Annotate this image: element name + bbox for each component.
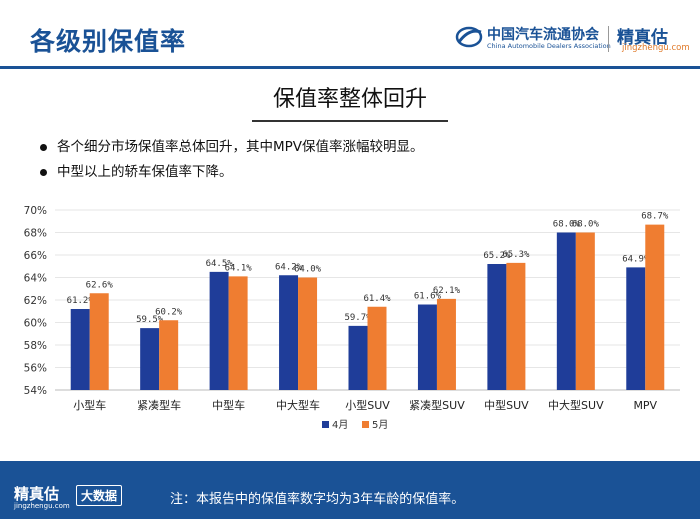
footer-brand-name: 精真估 [14, 485, 60, 503]
data-label: 62.6% [86, 280, 114, 290]
bar-april [209, 271, 229, 390]
footer-note: 注：本报告中的保值率数字均为3年车龄的保值率。 [170, 492, 465, 507]
x-tick-label: 小型车 [73, 398, 106, 412]
footer-tag: 大数据 [76, 485, 123, 506]
association-logo-icon [455, 26, 483, 48]
bar-chart: 54% 56% 58% 60% 62% 64% 66% 68% 70% 61.2% 62.6% 小型车… [24, 205, 680, 431]
bar-april [140, 328, 160, 390]
data-label: 64.9% [622, 254, 650, 264]
bullet-text: 各个细分市场保值率总体回升，其中MPV保值率涨幅较明显。 [57, 139, 424, 155]
association-name-cn: 中国汽车流通协会 [487, 27, 599, 43]
bar-may [367, 306, 387, 390]
legend-label: 5月 [372, 419, 388, 431]
legend-swatch [322, 421, 329, 428]
y-tick-label: 58% [24, 340, 47, 352]
brand-site: jingzhengu.com [622, 43, 690, 53]
data-label: 65.2% [483, 251, 511, 261]
data-label: 59.5% [136, 315, 164, 325]
x-tick-label: 紧凑型车 [137, 398, 181, 412]
bar-april [626, 267, 646, 390]
bullet-dot-icon [40, 143, 47, 151]
data-label: 61.4% [363, 294, 391, 304]
logo-divider [608, 26, 609, 52]
title-divider [0, 66, 700, 69]
data-label: 61.6% [414, 292, 442, 302]
data-label: 61.2% [67, 296, 95, 306]
data-label: 59.7% [344, 313, 372, 323]
bar-may [298, 277, 318, 390]
bar-april [70, 309, 90, 390]
brand-name: 精真估 [617, 28, 668, 48]
y-tick-label: 64% [24, 273, 47, 285]
y-tick-label: 62% [24, 295, 47, 307]
data-label: 62.1% [433, 286, 461, 296]
bullet-text: 中型以上的轿车保值率下降。 [57, 164, 233, 180]
data-label: 64.2% [275, 262, 303, 272]
y-tick-label: 56% [24, 363, 47, 375]
x-tick-label: 小型SUV [345, 398, 390, 412]
x-tick-label: 紧凑型SUV [409, 398, 465, 412]
bar-april [417, 304, 437, 390]
page-title: 各级别保值率 [30, 27, 187, 56]
y-tick-label: 54% [24, 385, 47, 397]
x-tick-label: 中型车 [212, 398, 245, 412]
footer-brand-site: jingzhengu.com [14, 502, 70, 510]
legend-swatch [362, 421, 369, 428]
association-name-en: China Automobile Dealers Association [487, 42, 611, 50]
bullet-dot-icon [40, 168, 47, 176]
bar-may [645, 224, 665, 390]
data-label: 65.3% [502, 250, 530, 260]
bar-may [159, 320, 179, 390]
x-tick-label: 中型SUV [484, 398, 529, 412]
y-tick-label: 66% [24, 250, 47, 262]
y-tick-label: 68% [24, 228, 47, 240]
legend-label: 4月 [332, 419, 348, 431]
bar-april [279, 275, 299, 390]
data-label: 64.5% [206, 259, 234, 269]
bar-may [89, 293, 109, 390]
x-tick-label: MPV [633, 399, 657, 412]
bar-may [436, 298, 456, 390]
bullet-item: 各个细分市场保值率总体回升，其中MPV保值率涨幅较明显。 [40, 135, 424, 155]
footer-bar: 精真估 jingzhengu.com 大数据 注：本报告中的保值率数字均为3年车… [0, 461, 700, 519]
y-tick-label: 60% [24, 318, 47, 330]
data-label: 68.0% [553, 220, 581, 230]
bullet-item: 中型以上的轿车保值率下降。 [40, 160, 233, 180]
headline-underline [252, 120, 448, 122]
bar-may [506, 262, 526, 390]
headline: 保值率整体回升 [272, 87, 427, 112]
data-label: 68.0% [572, 220, 600, 230]
x-tick-label: 中大型车 [276, 398, 320, 412]
bar-april [556, 232, 576, 390]
data-label: 60.2% [155, 307, 183, 317]
bar-may [228, 276, 248, 390]
y-tick-label: 70% [24, 205, 47, 217]
bar-april [487, 264, 507, 390]
data-label: 64.1% [225, 263, 253, 273]
bar-may [575, 232, 595, 390]
x-tick-label: 中大型SUV [548, 398, 604, 412]
data-label: 68.7% [641, 212, 669, 222]
bar-april [348, 325, 368, 390]
data-label: 64.0% [294, 265, 322, 275]
